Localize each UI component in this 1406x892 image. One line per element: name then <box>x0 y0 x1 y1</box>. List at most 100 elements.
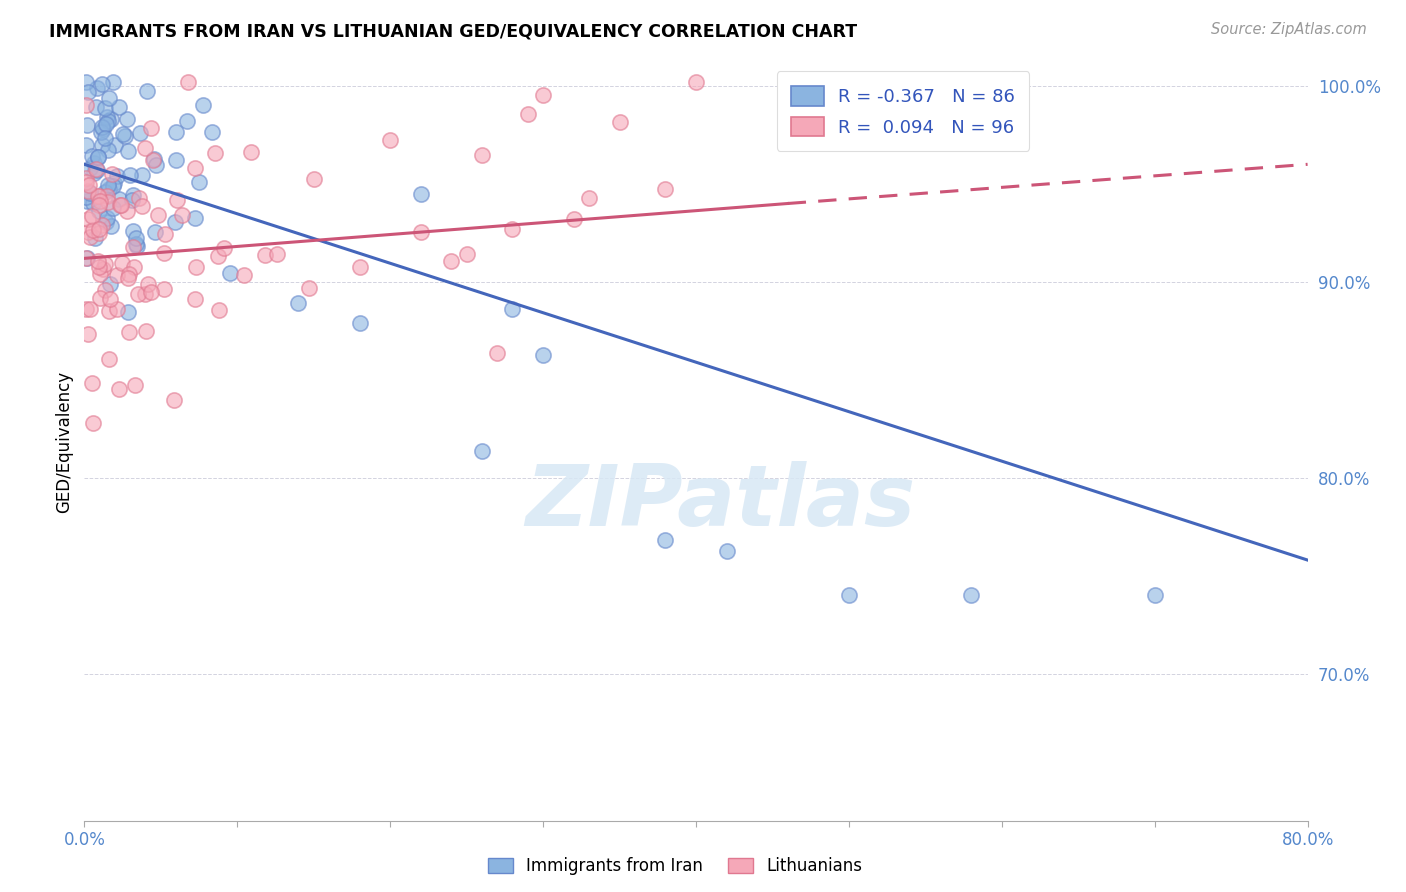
Point <box>153 282 176 296</box>
Point <box>287 295 309 310</box>
Point <box>578 191 600 205</box>
Point <box>107 100 129 114</box>
Point <box>531 348 554 362</box>
Point <box>115 203 138 218</box>
Point <box>184 211 207 225</box>
Point <box>685 75 707 89</box>
Point <box>121 193 143 207</box>
Point <box>562 211 585 226</box>
Point <box>516 106 538 120</box>
Point <box>94 130 117 145</box>
Point <box>134 286 156 301</box>
Point <box>93 186 115 200</box>
Point <box>128 191 150 205</box>
Point <box>76 251 98 265</box>
Point <box>121 240 143 254</box>
Point <box>87 222 110 236</box>
Point <box>176 114 198 128</box>
Point <box>87 203 110 218</box>
Point <box>139 285 162 299</box>
Text: ZIPatlas: ZIPatlas <box>526 460 915 544</box>
Point <box>117 304 139 318</box>
Point <box>486 346 509 360</box>
Point <box>184 161 207 176</box>
Point <box>136 277 159 291</box>
Point <box>98 182 121 196</box>
Point <box>89 267 111 281</box>
Point <box>125 236 148 251</box>
Point <box>103 177 125 191</box>
Point <box>77 211 100 226</box>
Point <box>131 199 153 213</box>
Point <box>471 147 494 161</box>
Point <box>79 186 101 200</box>
Point <box>131 168 153 182</box>
Point <box>111 127 134 141</box>
Point <box>98 277 121 292</box>
Point <box>82 210 104 224</box>
Point <box>104 137 127 152</box>
Point <box>87 197 110 211</box>
Point <box>91 261 114 276</box>
Point <box>125 230 148 244</box>
Point <box>75 301 97 316</box>
Point <box>94 257 117 271</box>
Point <box>838 588 860 602</box>
Point <box>110 197 132 211</box>
Point <box>349 260 371 274</box>
Point <box>502 302 524 317</box>
Point <box>89 194 111 208</box>
Point <box>165 125 187 139</box>
Point <box>471 444 494 458</box>
Point <box>82 416 104 430</box>
Point <box>82 196 104 211</box>
Point <box>97 143 120 157</box>
Point <box>349 316 371 330</box>
Point <box>654 182 676 196</box>
Point <box>716 544 738 558</box>
Point <box>76 118 98 132</box>
Point <box>86 189 108 203</box>
Point <box>142 152 165 166</box>
Point <box>94 284 117 298</box>
Point <box>114 128 136 143</box>
Point <box>79 230 101 244</box>
Text: IMMIGRANTS FROM IRAN VS LITHUANIAN GED/EQUIVALENCY CORRELATION CHART: IMMIGRANTS FROM IRAN VS LITHUANIAN GED/E… <box>49 22 858 40</box>
Point <box>76 185 98 199</box>
Point <box>80 149 103 163</box>
Point <box>97 352 120 367</box>
Point <box>145 158 167 172</box>
Point <box>440 254 463 268</box>
Point <box>609 115 631 129</box>
Point <box>122 260 145 274</box>
Point <box>135 324 157 338</box>
Point <box>75 171 97 186</box>
Point <box>177 75 200 89</box>
Point <box>110 198 132 212</box>
Point <box>117 271 139 285</box>
Point <box>118 326 141 340</box>
Point <box>201 124 224 138</box>
Point <box>75 137 97 152</box>
Point <box>77 178 100 192</box>
Point <box>108 192 131 206</box>
Point <box>97 114 120 128</box>
Point <box>253 248 276 262</box>
Point <box>90 218 112 232</box>
Point <box>188 175 211 189</box>
Point <box>380 133 402 147</box>
Point <box>87 150 110 164</box>
Point <box>79 302 101 317</box>
Point <box>76 194 98 208</box>
Point <box>266 247 288 261</box>
Point <box>75 175 97 189</box>
Point <box>97 194 120 209</box>
Point <box>77 327 100 342</box>
Y-axis label: GED/Equivalency: GED/Equivalency <box>55 370 73 513</box>
Point <box>207 249 229 263</box>
Point <box>129 126 152 140</box>
Point <box>83 231 105 245</box>
Point <box>163 392 186 407</box>
Point <box>98 292 121 306</box>
Point <box>143 225 166 239</box>
